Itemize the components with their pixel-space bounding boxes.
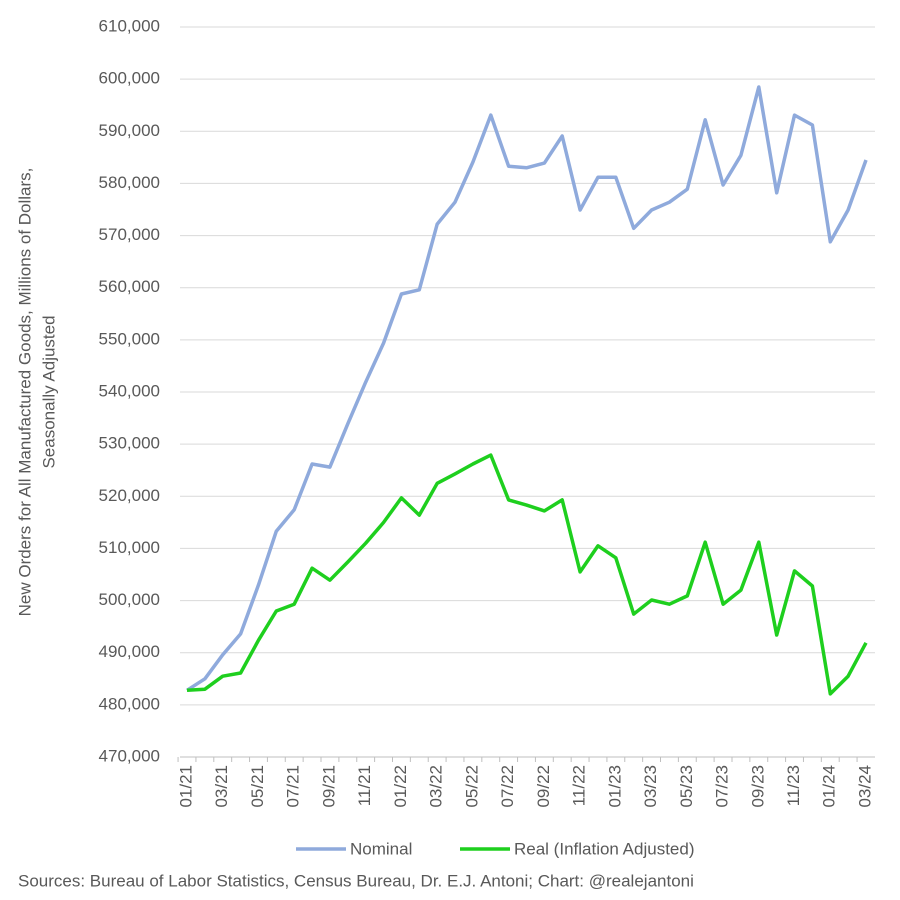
y-tick-label: 610,000 [99,16,160,35]
y-tick-label: 550,000 [99,329,160,348]
legend-item: Nominal [296,839,412,858]
x-tick-label: 11/21 [355,765,374,806]
y-tick-label: 530,000 [99,434,160,453]
x-tick-label: 09/23 [748,765,767,808]
x-tick-label: 11/23 [784,765,803,806]
x-tick-label: 07/21 [284,765,303,808]
y-tick-label: 490,000 [99,642,160,661]
x-tick-label: 11/22 [570,765,589,806]
series-line [186,85,868,692]
legend-label: Real (Inflation Adjusted) [514,839,695,858]
x-tick-label: 01/21 [176,765,195,808]
y-tick-label: 510,000 [99,538,160,557]
x-tick-label: 09/21 [319,765,338,808]
x-tick-label: 01/22 [391,765,410,808]
y-axis-title-line: Seasonally Adjusted [39,315,58,468]
x-tick-label: 05/22 [462,765,481,808]
x-tick-label: 01/24 [820,765,839,808]
y-tick-label: 470,000 [99,746,160,765]
y-tick-label: 520,000 [99,486,160,505]
y-tick-label: 570,000 [99,225,160,244]
x-tick-label: 09/22 [534,765,553,808]
y-tick-label: 580,000 [99,173,160,192]
y-axis-title-line: New Orders for All Manufactured Goods, M… [15,168,34,617]
y-tick-label: 540,000 [99,381,160,400]
y-tick-label: 600,000 [99,69,160,88]
series-line [186,453,868,696]
y-tick-label: 590,000 [99,121,160,140]
x-tick-label: 05/21 [248,765,267,808]
x-tick-label: 03/23 [641,765,660,808]
y-tick-label: 560,000 [99,277,160,296]
x-tick-label: 07/23 [713,765,732,808]
x-tick-label: 03/24 [855,765,874,808]
legend-label: Nominal [350,839,412,858]
x-tick-label: 01/23 [605,765,624,808]
x-tick-label: 05/23 [677,765,696,808]
legend-item: Real (Inflation Adjusted) [460,839,695,858]
x-tick-label: 07/22 [498,765,517,808]
y-tick-label: 480,000 [99,694,160,713]
source-note: Sources: Bureau of Labor Statistics, Cen… [18,871,694,890]
y-axis-title: New Orders for All Manufactured Goods, M… [15,168,58,617]
y-tick-label: 500,000 [99,590,160,609]
x-tick-label: 03/22 [427,765,446,808]
x-tick-label: 03/21 [212,765,231,808]
